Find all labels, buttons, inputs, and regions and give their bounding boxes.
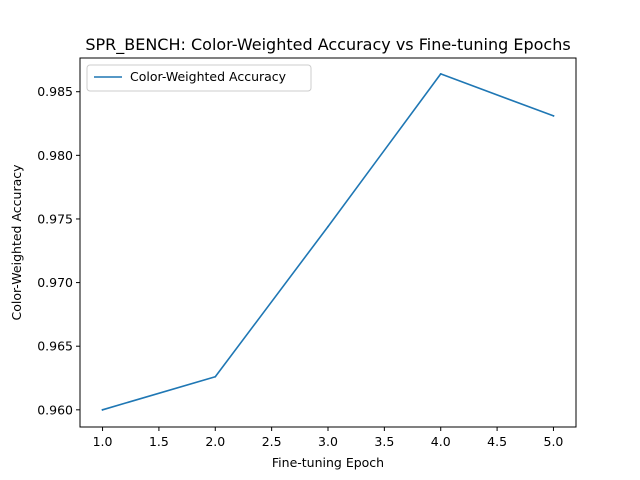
axes-frame — [79, 57, 577, 428]
y-axis-ticks: 0.960 0.965 0.970 0.975 0.980 0.985 — [37, 84, 80, 417]
x-tick-label: 3.5 — [374, 434, 394, 449]
legend-box — [86, 64, 312, 92]
data-point — [101, 408, 104, 411]
y-tick-label: 0.960 — [37, 402, 73, 417]
x-tick-label: 2.0 — [205, 434, 225, 449]
data-point — [552, 114, 555, 117]
series-layer — [101, 73, 555, 411]
x-tick-label: 3.0 — [318, 434, 338, 449]
x-tick-label: 2.5 — [262, 434, 282, 449]
y-tick-label: 0.985 — [37, 84, 73, 99]
x-axis-ticks: 1.0 1.5 2.0 2.5 3.0 3.5 4.0 4.5 5.0 — [93, 427, 564, 449]
data-point — [327, 225, 329, 228]
data-point — [214, 375, 217, 378]
y-tick-label: 0.975 — [37, 211, 73, 226]
y-axis-label: Color-Weighted Accuracy — [9, 164, 24, 321]
legend: Color-Weighted Accuracy — [86, 64, 312, 92]
x-tick-label: 1.0 — [93, 434, 113, 449]
x-tick-label: 4.5 — [487, 434, 507, 449]
x-tick-label: 4.0 — [431, 434, 451, 449]
legend-label: Color-Weighted Accuracy — [130, 69, 287, 84]
plot-background — [80, 58, 576, 427]
plot-area — [80, 58, 576, 427]
x-tick-label: 5.0 — [544, 434, 564, 449]
x-axis-label: Fine-tuning Epoch — [272, 455, 384, 470]
y-tick-label: 0.965 — [37, 339, 73, 354]
x-tick-label: 1.5 — [149, 434, 169, 449]
y-tick-label: 0.970 — [37, 275, 73, 290]
chart-title: SPR_BENCH: Color-Weighted Accuracy vs Fi… — [85, 35, 570, 55]
data-point — [439, 73, 442, 75]
y-tick-label: 0.980 — [37, 148, 73, 163]
